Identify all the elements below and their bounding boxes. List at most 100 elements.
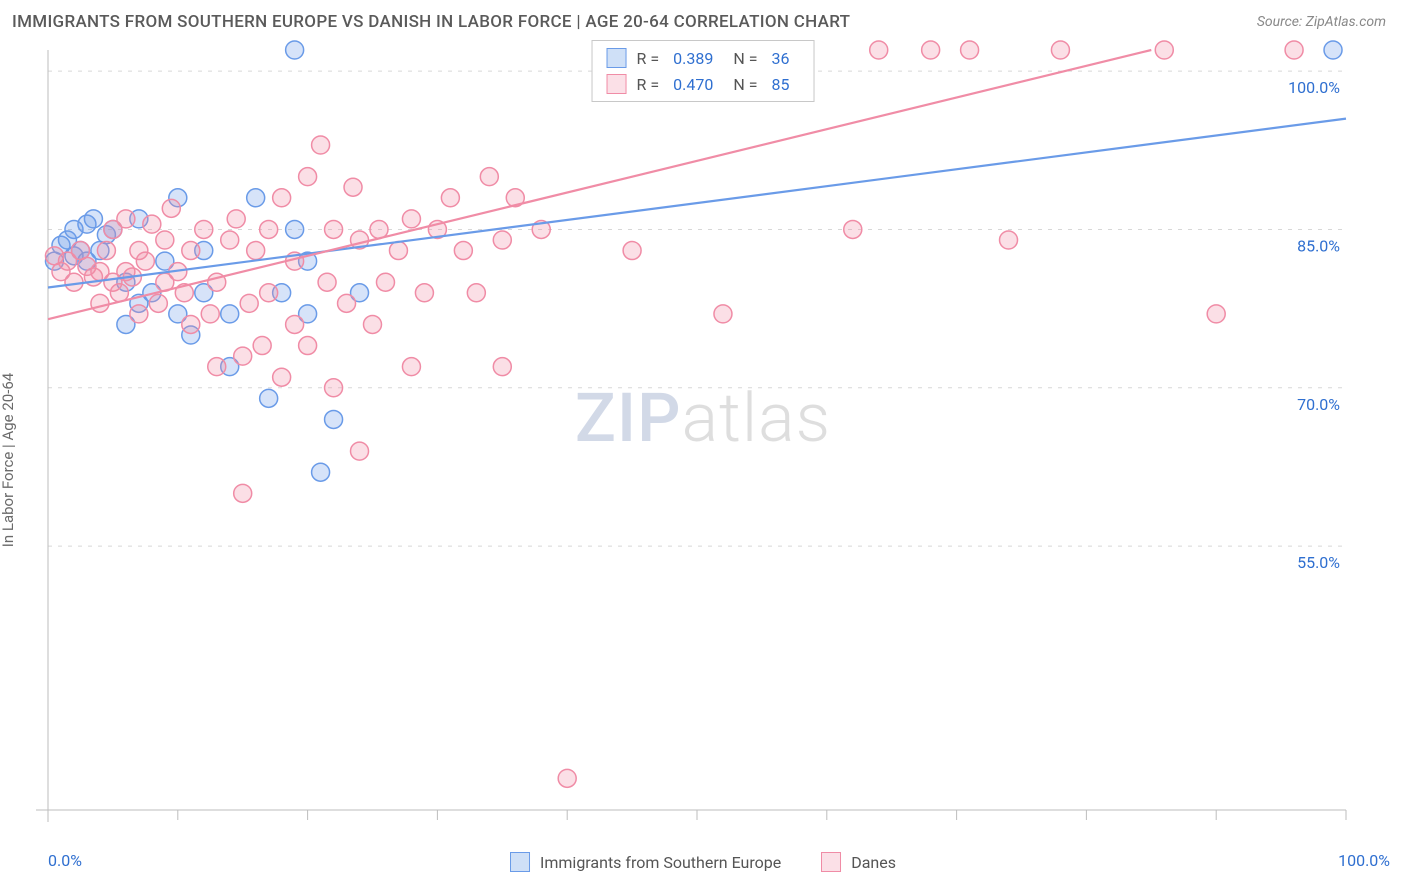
data-point: [415, 284, 433, 302]
data-point: [480, 168, 498, 186]
data-point: [260, 389, 278, 407]
data-point: [240, 294, 258, 312]
data-point: [364, 315, 382, 333]
data-point: [110, 284, 128, 302]
data-point: [338, 294, 356, 312]
series-name: Immigrants from Southern Europe: [540, 853, 781, 872]
data-point: [273, 189, 291, 207]
data-point: [441, 189, 459, 207]
data-point: [312, 463, 330, 481]
source-attribution: Source: ZipAtlas.com: [1257, 14, 1386, 30]
data-point: [1155, 41, 1173, 59]
data-point: [493, 231, 511, 249]
legend-swatch: [607, 74, 627, 94]
series-name: Danes: [851, 853, 896, 872]
data-point: [318, 273, 336, 291]
svg-text:70.0%: 70.0%: [1297, 395, 1340, 414]
chart-header: IMMIGRANTS FROM SOUTHERN EUROPE VS DANIS…: [0, 0, 1406, 40]
data-point: [253, 337, 271, 355]
data-point: [130, 305, 148, 323]
data-point: [286, 315, 304, 333]
legend-swatch: [607, 48, 627, 68]
data-point: [97, 242, 115, 260]
data-point: [182, 315, 200, 333]
data-point: [149, 294, 167, 312]
data-point: [1000, 231, 1018, 249]
data-point: [299, 168, 317, 186]
data-point: [227, 210, 245, 228]
data-point: [376, 273, 394, 291]
data-point: [389, 242, 407, 260]
data-point: [136, 252, 154, 270]
data-point: [1207, 305, 1225, 323]
svg-text:100.0%: 100.0%: [1288, 78, 1340, 97]
data-point: [870, 41, 888, 59]
data-point: [234, 484, 252, 502]
data-point: [454, 242, 472, 260]
svg-text:85.0%: 85.0%: [1297, 236, 1340, 255]
data-point: [1324, 41, 1342, 59]
data-point: [922, 41, 940, 59]
chart-area: In Labor Force | Age 20-64 55.0% 70.0% 85.…: [0, 40, 1406, 880]
data-point: [493, 358, 511, 376]
data-point: [156, 231, 174, 249]
legend-swatch: [821, 852, 841, 872]
data-point: [286, 220, 304, 238]
data-point: [201, 305, 219, 323]
r-label: R =: [637, 75, 660, 94]
data-point: [467, 284, 485, 302]
data-point: [623, 242, 641, 260]
x-axis-max-label: 100.0%: [1338, 851, 1390, 870]
data-point: [247, 189, 265, 207]
data-point: [234, 347, 252, 365]
data-point: [143, 215, 161, 233]
data-point: [91, 294, 109, 312]
data-point: [247, 242, 265, 260]
data-point: [344, 178, 362, 196]
data-point: [1051, 41, 1069, 59]
scatter-chart-svg: 55.0% 70.0% 85.0% 100.0%: [0, 40, 1406, 880]
data-point: [714, 305, 732, 323]
data-point: [286, 41, 304, 59]
r-value: 0.389: [673, 49, 713, 68]
data-point: [1285, 41, 1303, 59]
n-label: N =: [733, 49, 757, 68]
correlation-legend-row: R = 0.470 N = 85: [593, 71, 814, 97]
data-point: [402, 358, 420, 376]
data-point: [325, 410, 343, 428]
x-axis-min-label: 0.0%: [48, 851, 82, 870]
data-point: [117, 210, 135, 228]
data-point: [273, 368, 291, 386]
r-value: 0.470: [673, 75, 713, 94]
data-point: [182, 242, 200, 260]
data-point: [162, 199, 180, 217]
data-point: [195, 220, 213, 238]
svg-text:55.0%: 55.0%: [1297, 553, 1340, 572]
correlation-legend: R =0.389N =36R =0.470N =85: [592, 40, 815, 102]
data-point: [299, 337, 317, 355]
series-legend-item: Danes: [821, 852, 896, 872]
data-point: [325, 220, 343, 238]
series-legend-item: Immigrants from Southern Europe: [510, 852, 781, 872]
n-label: N =: [733, 75, 757, 94]
n-value: 85: [771, 75, 789, 94]
data-point: [221, 231, 239, 249]
series-legend: Immigrants from Southern Europe Danes: [510, 852, 896, 872]
y-axis-label: In Labor Force | Age 20-64: [0, 373, 17, 547]
data-point: [325, 379, 343, 397]
data-point: [260, 284, 278, 302]
data-point: [312, 136, 330, 154]
data-point: [844, 220, 862, 238]
data-point: [208, 358, 226, 376]
correlation-legend-row: R =0.389N =36: [593, 45, 814, 71]
data-point: [351, 442, 369, 460]
chart-title: IMMIGRANTS FROM SOUTHERN EUROPE VS DANIS…: [12, 12, 850, 32]
data-point: [221, 305, 239, 323]
data-point: [961, 41, 979, 59]
regression-line: [48, 119, 1346, 288]
data-point: [558, 769, 576, 787]
data-point: [402, 210, 420, 228]
r-label: R =: [637, 49, 660, 68]
data-point: [260, 220, 278, 238]
data-point: [84, 210, 102, 228]
